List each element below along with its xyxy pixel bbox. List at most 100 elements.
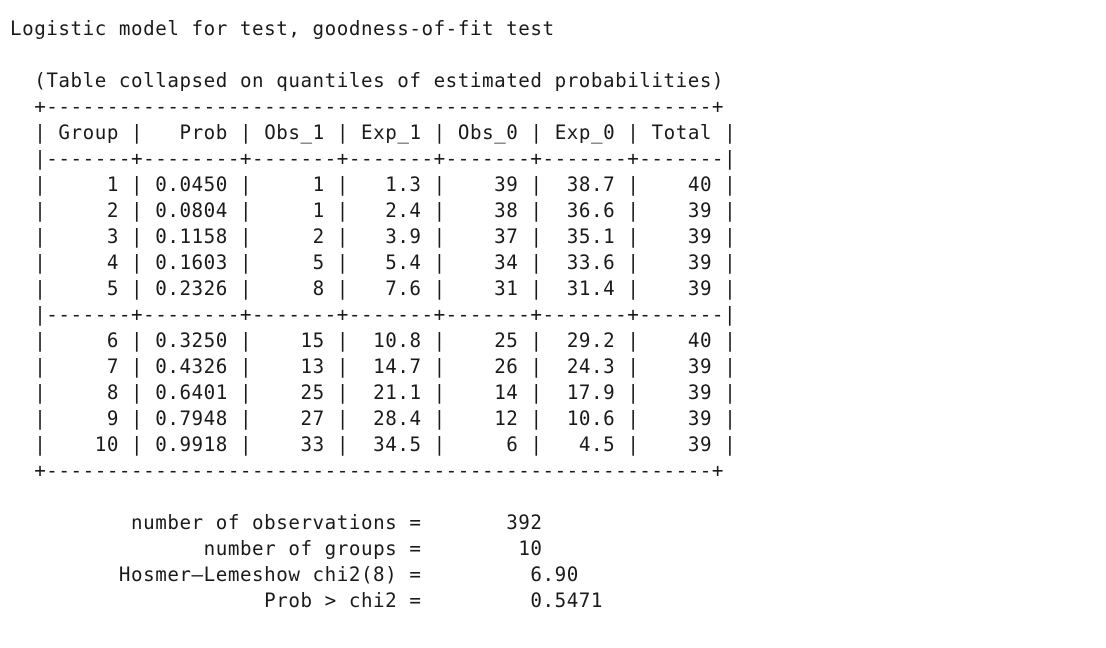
- cell-obs-1: 25: [300, 381, 325, 404]
- cell-group: 1: [106, 173, 119, 196]
- cell-group: 9: [106, 407, 119, 430]
- blank-line: [10, 42, 736, 68]
- cell-obs-0: 31: [494, 277, 519, 300]
- table-row: | 4 | 0.1603 | 5 | 5.4 | 34 | 33.6 | 39 …: [10, 251, 737, 274]
- cell-prob: 0.0450: [155, 173, 228, 196]
- cell-exp-1: 1.3: [385, 173, 422, 196]
- table-row: | 3 | 0.1158 | 2 | 3.9 | 37 | 35.1 | 39 …: [10, 225, 737, 248]
- stat-row: Prob > chi2 = 0.5471: [264, 589, 604, 612]
- stat-label: Hosmer–Lemeshow chi2(8): [118, 563, 398, 586]
- cell-obs-0: 26: [494, 355, 519, 378]
- stat-row: number of observations = 392: [131, 511, 543, 534]
- cell-obs-0: 6: [506, 433, 519, 456]
- column-header-group: Group: [58, 121, 119, 144]
- cell-exp-1: 21.1: [373, 381, 422, 404]
- cell-prob: 0.9918: [155, 433, 228, 456]
- cell-total: 39: [687, 433, 713, 456]
- console-output: Logistic model for test, goodness-of-fit…: [10, 16, 736, 614]
- cell-exp-0: 24.3: [566, 355, 616, 378]
- cell-total: 40: [687, 329, 713, 352]
- cell-exp-0: 38.7: [566, 173, 616, 196]
- stat-label: Prob > chi2: [264, 589, 398, 612]
- cell-exp-0: 36.6: [566, 199, 616, 222]
- column-header-exp-0: Exp_0: [554, 121, 616, 144]
- cell-obs-0: 12: [494, 407, 519, 430]
- stat-value: 10: [518, 537, 543, 560]
- cell-exp-0: 17.9: [566, 381, 616, 404]
- cell-group: 3: [106, 225, 119, 248]
- cell-exp-1: 14.7: [373, 355, 422, 378]
- table-row: | 6 | 0.3250 | 15 | 10.8 | 25 | 29.2 | 4…: [10, 329, 737, 352]
- table-row: | 9 | 0.7948 | 27 | 28.4 | 12 | 10.6 | 3…: [10, 407, 737, 430]
- cell-prob: 0.4326: [155, 355, 228, 378]
- cell-prob: 0.7948: [155, 407, 228, 430]
- cell-group: 7: [106, 355, 119, 378]
- cell-prob: 0.2326: [155, 277, 228, 300]
- cell-obs-0: 34: [494, 251, 519, 274]
- cell-prob: 0.6401: [155, 381, 228, 404]
- table-group-separator: |-------+--------+-------+-------+------…: [10, 303, 737, 326]
- column-header-exp-1: Exp_1: [361, 121, 422, 144]
- table-row: | 8 | 0.6401 | 25 | 21.1 | 14 | 17.9 | 3…: [10, 381, 737, 404]
- stat-row: Hosmer–Lemeshow chi2(8) = 6.90: [118, 563, 579, 586]
- cell-obs-0: 25: [494, 329, 519, 352]
- cell-total: 39: [687, 355, 713, 378]
- cell-obs-0: 14: [494, 381, 519, 404]
- cell-obs-0: 38: [494, 199, 519, 222]
- cell-exp-0: 4.5: [578, 433, 616, 456]
- output-subtitle: (Table collapsed on quantiles of estimat…: [10, 68, 736, 94]
- cell-group: 5: [106, 277, 119, 300]
- cell-total: 40: [687, 173, 713, 196]
- table-header-separator: |-------+--------+-------+-------+------…: [10, 147, 737, 170]
- stat-value: 392: [506, 511, 543, 534]
- table-body-group-b: | 6 | 0.3250 | 15 | 10.8 | 25 | 29.2 | 4…: [10, 328, 736, 458]
- cell-obs-1: 33: [300, 433, 325, 456]
- table-row: | 2 | 0.0804 | 1 | 2.4 | 38 | 36.6 | 39 …: [10, 199, 737, 222]
- cell-prob: 0.1158: [155, 225, 228, 248]
- summary-statistics: number of observations = 392 number of g…: [10, 510, 736, 614]
- column-header-obs-1: Obs_1: [264, 121, 325, 144]
- subtitle-text: (Table collapsed on quantiles of estimat…: [34, 69, 725, 92]
- column-header-total: Total: [651, 121, 713, 144]
- cell-obs-1: 15: [300, 329, 325, 352]
- stat-value: 0.5471: [530, 589, 604, 612]
- table-body-group-a: | 1 | 0.0450 | 1 | 1.3 | 39 | 38.7 | 40 …: [10, 172, 736, 302]
- cell-total: 39: [687, 225, 713, 248]
- cell-total: 39: [687, 407, 713, 430]
- cell-group: 6: [106, 329, 119, 352]
- table-row: | 1 | 0.0450 | 1 | 1.3 | 39 | 38.7 | 40 …: [10, 173, 737, 196]
- cell-obs-0: 37: [494, 225, 519, 248]
- cell-total: 39: [687, 381, 713, 404]
- cell-obs-1: 5: [312, 251, 325, 274]
- cell-exp-1: 2.4: [385, 199, 422, 222]
- cell-exp-1: 10.8: [373, 329, 422, 352]
- table-row: | 7 | 0.4326 | 13 | 14.7 | 26 | 24.3 | 3…: [10, 355, 737, 378]
- table-row: | 5 | 0.2326 | 8 | 7.6 | 31 | 31.4 | 39 …: [10, 277, 737, 300]
- cell-group: 2: [106, 199, 119, 222]
- cell-total: 39: [687, 277, 713, 300]
- cell-exp-0: 29.2: [566, 329, 616, 352]
- table-row: | 10 | 0.9918 | 33 | 34.5 | 6 | 4.5 | 39…: [10, 433, 737, 456]
- blank-line: [10, 484, 736, 510]
- cell-obs-1: 1: [312, 173, 325, 196]
- cell-exp-0: 10.6: [566, 407, 616, 430]
- table-border-top: +---------------------------------------…: [10, 95, 725, 118]
- cell-prob: 0.0804: [155, 199, 228, 222]
- cell-exp-1: 5.4: [385, 251, 422, 274]
- cell-obs-1: 27: [300, 407, 325, 430]
- table-header-row: | Group | Prob | Obs_1 | Exp_1 | Obs_0 |…: [10, 121, 737, 144]
- cell-group: 4: [106, 251, 119, 274]
- cell-total: 39: [687, 251, 713, 274]
- stat-value: 6.90: [530, 563, 579, 586]
- stat-label: number of observations: [131, 511, 398, 534]
- cell-exp-0: 33.6: [566, 251, 616, 274]
- cell-obs-0: 39: [494, 173, 519, 196]
- cell-obs-1: 8: [312, 277, 325, 300]
- cell-prob: 0.3250: [155, 329, 228, 352]
- cell-total: 39: [687, 199, 713, 222]
- cell-group: 8: [106, 381, 119, 404]
- cell-prob: 0.1603: [155, 251, 228, 274]
- cell-obs-1: 13: [300, 355, 325, 378]
- cell-exp-1: 7.6: [385, 277, 422, 300]
- stat-row: number of groups = 10: [203, 537, 543, 560]
